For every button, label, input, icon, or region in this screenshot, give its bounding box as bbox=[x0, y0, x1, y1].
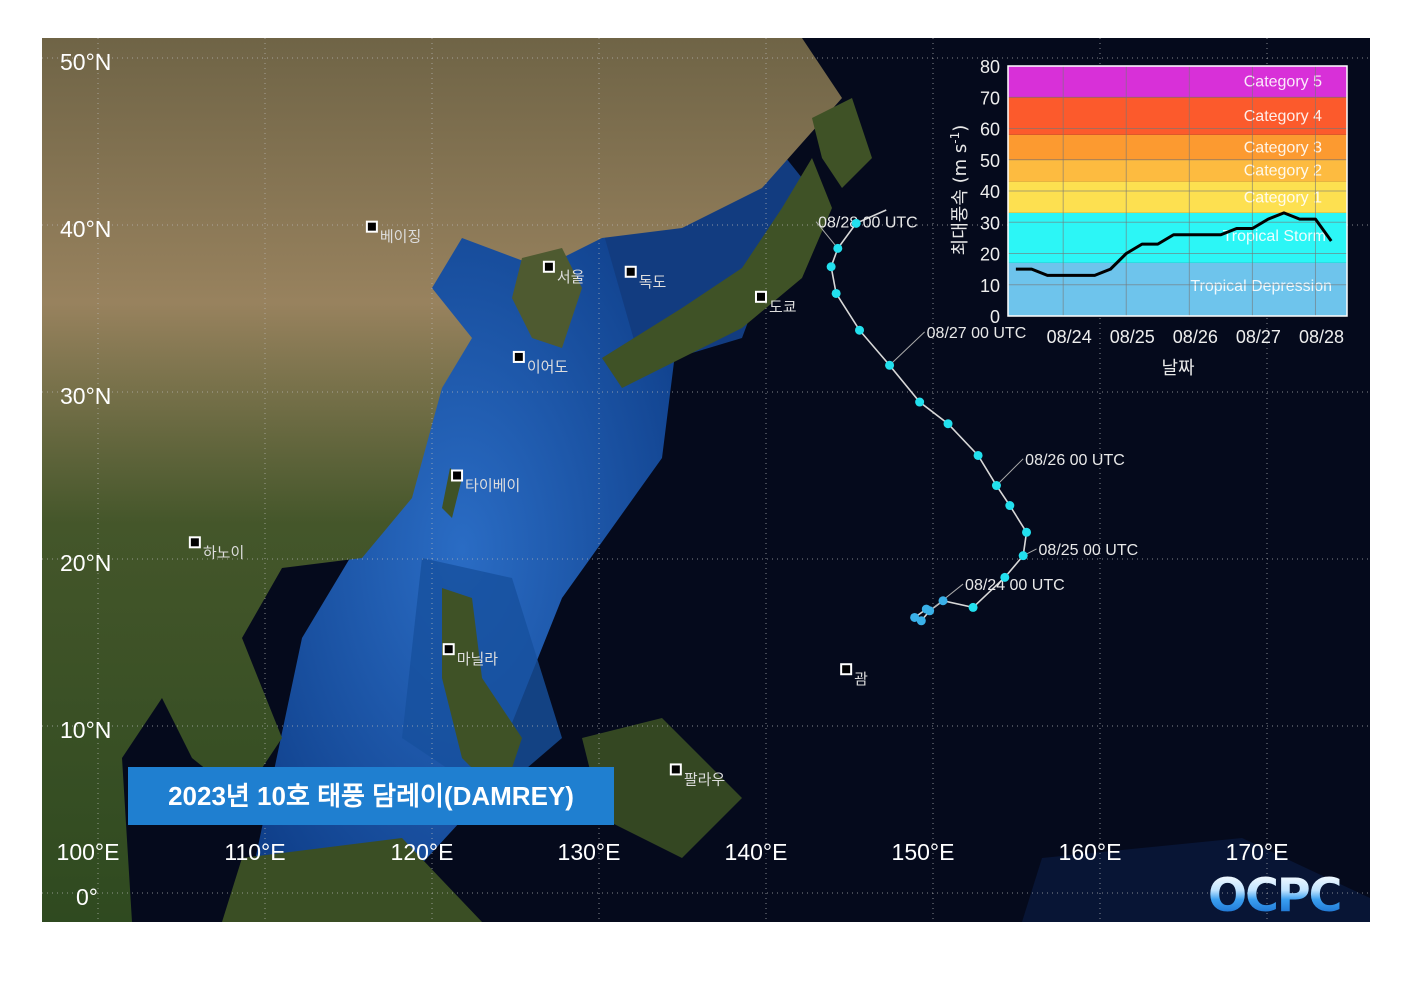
city-marker-icon bbox=[542, 260, 555, 273]
city-label: 독도 bbox=[639, 273, 667, 291]
city-label: 괌 bbox=[854, 670, 868, 688]
lon-label: 130°E bbox=[558, 839, 621, 865]
time-label: 08/27 00 UTC bbox=[927, 325, 1027, 342]
lon-label: 150°E bbox=[892, 839, 955, 865]
city-marker-icon bbox=[442, 643, 455, 656]
lat-label: 0° bbox=[76, 884, 98, 910]
lat-label: 40°N bbox=[60, 216, 111, 242]
track-point bbox=[910, 612, 920, 622]
track-point bbox=[826, 262, 836, 272]
time-label-leader bbox=[996, 458, 1024, 486]
city-label: 하노이 bbox=[203, 543, 244, 561]
track-point bbox=[1022, 527, 1032, 537]
typhoon-track: 08/24 00 UTC 08/25 00 UTC 08/26 00 UTC 08/2… bbox=[815, 209, 1139, 626]
city-label: 타이베이 bbox=[465, 477, 520, 495]
city-label: 서울 bbox=[557, 268, 585, 286]
time-label: 08/24 00 UTC bbox=[965, 577, 1065, 594]
track-point bbox=[831, 288, 841, 298]
ocpc-logo: OCPC bbox=[1208, 872, 1348, 918]
lat-label: 20°N bbox=[60, 550, 111, 576]
map-canvas: 100°E 110°E 120°E 130°E 140°E 150°E 160°E 170°E… bbox=[42, 38, 1370, 922]
city-label: 마닐라 bbox=[457, 650, 499, 668]
time-label-leader bbox=[889, 331, 925, 366]
lat-label: 50°N bbox=[60, 49, 111, 75]
track-point bbox=[916, 616, 926, 626]
track-point bbox=[1000, 572, 1010, 582]
lon-label: 160°E bbox=[1059, 839, 1122, 865]
lon-label: 140°E bbox=[725, 839, 788, 865]
track-point bbox=[851, 218, 861, 228]
graticule-labels: 100°E 110°E 120°E 130°E 140°E 150°E 160°E 170°E… bbox=[57, 49, 1289, 910]
track-point bbox=[991, 481, 1001, 491]
city-label: 이어도 bbox=[527, 358, 569, 376]
land-masses bbox=[42, 38, 1370, 922]
lon-label: 110°E bbox=[224, 839, 285, 865]
city-label: 팔라우 bbox=[684, 770, 726, 788]
time-label-leader bbox=[815, 221, 839, 249]
lon-label: 100°E bbox=[57, 839, 120, 865]
track-point bbox=[855, 325, 865, 335]
time-label: 08/25 00 UTC bbox=[1039, 542, 1139, 559]
lon-label: 170°E bbox=[1226, 839, 1289, 865]
lat-label: 10°N bbox=[60, 717, 111, 743]
track-point bbox=[915, 397, 925, 407]
city-marker-icon bbox=[624, 265, 637, 278]
track-point bbox=[925, 606, 935, 616]
city-marker-icon bbox=[451, 469, 464, 482]
track-point bbox=[968, 602, 978, 612]
track-point bbox=[1005, 501, 1015, 511]
track-point bbox=[1018, 551, 1028, 561]
city-marker-icon bbox=[669, 763, 682, 776]
track-point bbox=[833, 243, 843, 253]
city-label: 도쿄 bbox=[769, 298, 797, 316]
city-marker-icon bbox=[512, 350, 525, 363]
time-label-leader bbox=[929, 583, 964, 612]
city-marker-icon bbox=[188, 536, 201, 549]
track-point bbox=[973, 450, 983, 460]
lon-label: 120°E bbox=[391, 839, 454, 865]
city-marker-icon bbox=[754, 290, 767, 303]
track-point bbox=[943, 419, 953, 429]
time-label: 08/28 00 UTC bbox=[818, 215, 918, 232]
time-label: 08/26 00 UTC bbox=[1025, 452, 1125, 469]
city-marker-icon bbox=[365, 220, 378, 233]
lat-label: 30°N bbox=[60, 383, 111, 409]
map-title: 2023년 10호 태풍 담레이(DAMREY) bbox=[128, 767, 614, 825]
city-label: 베이징 bbox=[380, 228, 421, 246]
track-point bbox=[885, 360, 895, 370]
city-marker-icon bbox=[840, 663, 853, 676]
track-point bbox=[938, 596, 948, 606]
